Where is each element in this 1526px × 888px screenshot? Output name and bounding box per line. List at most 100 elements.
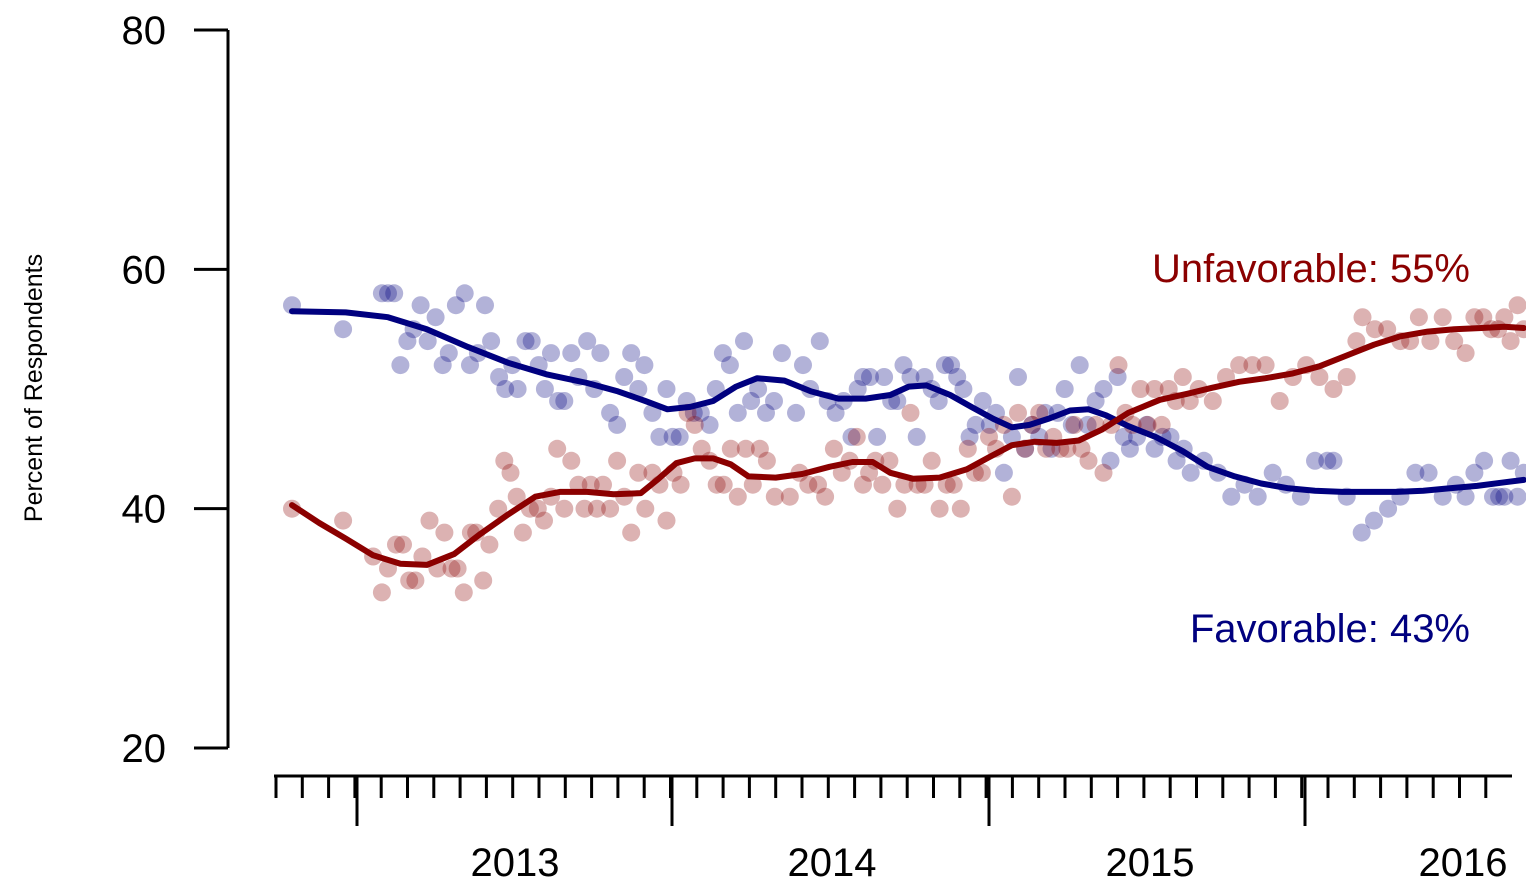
unfavorable-point bbox=[1353, 308, 1372, 327]
favorable-point bbox=[868, 427, 887, 446]
unfavorable-point bbox=[400, 571, 419, 590]
favorable-point bbox=[1078, 415, 1097, 434]
unfavorable-point bbox=[394, 535, 412, 554]
favorable-point bbox=[1419, 463, 1438, 482]
unfavorable-point bbox=[454, 583, 473, 602]
unfavorable-point bbox=[824, 439, 843, 458]
favorable-point bbox=[562, 344, 581, 363]
favorable-point bbox=[1062, 415, 1081, 434]
unfavorable-point bbox=[832, 463, 851, 482]
unfavorable-point bbox=[1465, 308, 1484, 327]
unfavorable-point bbox=[1347, 332, 1366, 351]
unfavorable-point bbox=[448, 559, 467, 578]
unfavorable-point bbox=[860, 463, 879, 482]
unfavorable-point bbox=[1203, 392, 1222, 410]
unfavorable-point bbox=[528, 499, 547, 518]
unfavorable-point bbox=[1152, 415, 1171, 434]
unfavorable-points bbox=[283, 296, 1526, 602]
favorable-point bbox=[948, 368, 967, 386]
unfavorable-point bbox=[1324, 380, 1343, 398]
unfavorable-point bbox=[1094, 463, 1113, 482]
favorable-point bbox=[635, 356, 654, 375]
favorable-point bbox=[461, 356, 479, 375]
unfavorable-point bbox=[1508, 296, 1526, 315]
favorable-point bbox=[1248, 487, 1267, 506]
favorable-point bbox=[1490, 487, 1509, 506]
unfavorable-point bbox=[1409, 308, 1428, 327]
unfavorable-point bbox=[847, 427, 866, 446]
unfavorable-point bbox=[1474, 308, 1493, 327]
unfavorable-point bbox=[283, 499, 301, 518]
unfavorable-point bbox=[387, 535, 405, 554]
favorable-point bbox=[1501, 451, 1520, 470]
favorable-point bbox=[482, 332, 501, 351]
favorable-point bbox=[700, 415, 719, 434]
favorable-point bbox=[1263, 463, 1282, 482]
favorable-point bbox=[960, 427, 979, 446]
favorable-point bbox=[1167, 451, 1186, 470]
favorable-point bbox=[591, 344, 610, 363]
favorable-point bbox=[787, 403, 805, 422]
unfavorable-point bbox=[1270, 392, 1289, 410]
favorable-point bbox=[522, 332, 541, 351]
favorable-point bbox=[749, 380, 768, 398]
unfavorable-point bbox=[1421, 332, 1440, 351]
unfavorable-point bbox=[435, 523, 454, 542]
y-axis: 20 40 60 80 bbox=[122, 9, 230, 771]
favorable-point bbox=[894, 356, 913, 375]
favorable-point bbox=[848, 380, 867, 398]
y-axis-label: Percent of Respondents bbox=[20, 254, 48, 522]
favorable-point bbox=[1465, 463, 1484, 482]
unfavorable-point bbox=[489, 499, 508, 518]
unfavorable-point bbox=[1378, 320, 1397, 339]
unfavorable-point bbox=[629, 463, 648, 482]
unfavorable-point bbox=[372, 583, 391, 602]
favorable-point bbox=[901, 368, 920, 386]
favorable-point bbox=[1475, 451, 1494, 470]
favorable-point bbox=[601, 403, 620, 422]
unfavorable-point bbox=[854, 475, 872, 494]
unfavorable-point bbox=[442, 559, 461, 578]
favorable-point bbox=[1086, 392, 1105, 410]
unfavorable-point bbox=[608, 451, 627, 470]
favorable-point bbox=[1101, 451, 1120, 470]
unfavorable-point bbox=[594, 475, 612, 494]
unfavorable-point bbox=[944, 475, 963, 494]
favorable-point bbox=[496, 380, 515, 398]
unfavorable-point bbox=[671, 475, 690, 494]
favorable-point bbox=[842, 427, 861, 446]
favorable-point bbox=[1108, 368, 1127, 386]
favorable-point bbox=[1055, 380, 1074, 398]
favorable-point bbox=[735, 332, 753, 351]
favorable-point bbox=[1456, 487, 1475, 506]
unfavorable-point bbox=[757, 451, 776, 470]
unfavorable-point bbox=[1009, 403, 1027, 422]
favorable-point bbox=[650, 427, 669, 446]
unfavorable-point bbox=[1501, 332, 1520, 351]
favorable-point bbox=[765, 392, 783, 410]
favorable-point bbox=[1120, 439, 1139, 458]
unfavorable-point bbox=[636, 499, 655, 518]
unfavorable-point bbox=[901, 403, 920, 422]
favorable-point bbox=[772, 344, 791, 363]
favorable-point bbox=[966, 415, 985, 434]
x-axis: 2013 2014 2015 2016 bbox=[274, 774, 1512, 885]
unfavorable-point bbox=[1173, 368, 1192, 386]
unfavorable-point bbox=[474, 571, 493, 590]
unfavorable-point bbox=[765, 487, 784, 506]
favorable-point bbox=[1495, 487, 1514, 506]
favorable-point bbox=[379, 284, 397, 303]
favorable-point bbox=[929, 392, 948, 410]
unfavorable-point bbox=[937, 475, 956, 494]
favorable-point bbox=[1508, 487, 1526, 506]
favorable-point bbox=[935, 356, 954, 375]
favorable-point bbox=[1318, 451, 1337, 470]
favorable-point bbox=[954, 380, 973, 398]
unfavorable-point bbox=[721, 439, 740, 458]
unfavorable-point bbox=[513, 523, 532, 542]
favorable-point bbox=[861, 368, 879, 386]
favorable-point bbox=[663, 427, 682, 446]
unfavorable-point bbox=[575, 499, 594, 518]
favorable-point bbox=[398, 332, 417, 351]
